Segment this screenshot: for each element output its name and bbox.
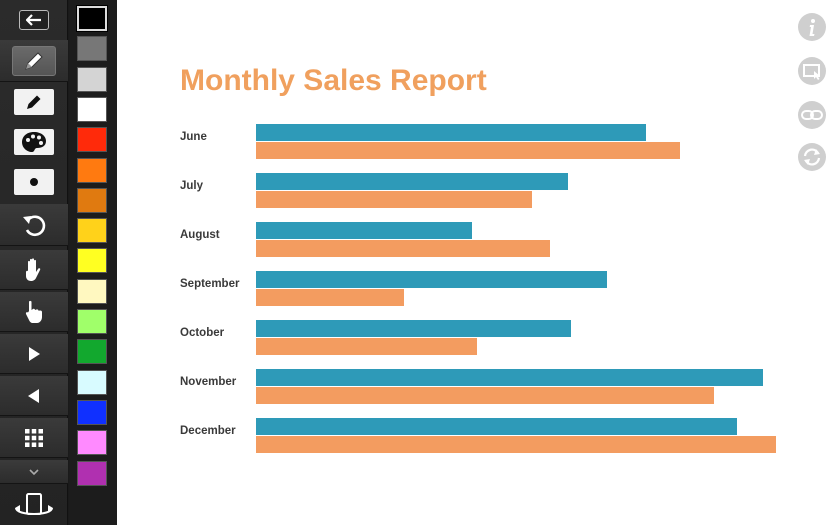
tool-sidebar	[0, 0, 68, 525]
back-tool[interactable]	[0, 0, 68, 40]
bar-series-1	[256, 124, 646, 141]
bar-series-2	[256, 142, 680, 159]
bar-series-1	[256, 418, 737, 435]
link-icon	[801, 110, 823, 120]
palette-icon	[22, 132, 46, 152]
color-swatch[interactable]	[77, 309, 107, 334]
back-button[interactable]	[19, 10, 49, 30]
bar-series-2	[256, 338, 477, 355]
color-swatch[interactable]	[77, 66, 107, 92]
hand-icon	[26, 258, 41, 281]
color-swatch[interactable]	[77, 187, 107, 213]
bar-series-1	[256, 173, 568, 190]
color-swatch[interactable]	[77, 36, 107, 62]
screen-share-button[interactable]	[798, 57, 826, 85]
brush-size-tool[interactable]	[0, 164, 68, 200]
color-swatch[interactable]	[77, 248, 107, 274]
grid-tool[interactable]	[0, 418, 68, 458]
color-swatch[interactable]	[77, 369, 107, 395]
back-arrow-icon	[26, 14, 41, 26]
play-forward-icon	[29, 347, 40, 361]
category-label: September	[180, 278, 240, 290]
category-label: July	[180, 180, 204, 192]
previous-tool[interactable]	[0, 376, 68, 416]
pen-tool-icon	[25, 52, 43, 70]
bar-series-2	[256, 240, 550, 257]
link-button[interactable]	[798, 101, 826, 129]
color-swatch[interactable]	[77, 399, 107, 425]
bar-series-2	[256, 289, 405, 306]
color-swatch[interactable]	[77, 127, 107, 153]
rotate-tool[interactable]	[0, 486, 68, 524]
palette-tool[interactable]	[0, 124, 68, 160]
color-swatch[interactable]	[77, 157, 107, 183]
undo-icon	[23, 215, 46, 237]
refresh-button[interactable]	[798, 143, 826, 171]
color-swatch[interactable]	[77, 339, 107, 365]
color-swatch[interactable]	[77, 278, 107, 304]
pencil-icon	[27, 95, 41, 109]
rotate-screen-icon	[15, 493, 53, 515]
category-label: October	[180, 327, 225, 339]
expand-tool[interactable]	[0, 460, 68, 484]
color-swatch[interactable]	[77, 218, 107, 244]
color-swatch[interactable]	[77, 96, 107, 122]
pointer-hand-icon	[25, 300, 42, 323]
chart-title: Monthly Sales Report	[180, 64, 487, 97]
bar-series-2	[256, 436, 776, 453]
pen-tool[interactable]	[0, 40, 68, 82]
bar-series-1	[256, 369, 763, 386]
color-swatch[interactable]	[77, 460, 107, 486]
category-label: August	[180, 229, 220, 241]
undo-tool[interactable]	[0, 204, 68, 246]
pencil-tool[interactable]	[0, 84, 68, 120]
drawing-canvas[interactable]: Monthly Sales Report June July August Septe…	[117, 0, 840, 525]
chevron-down-icon	[29, 469, 39, 476]
brush-dot-icon	[30, 178, 38, 186]
play-back-icon	[28, 389, 39, 403]
bar-series-1	[256, 271, 607, 288]
color-swatch[interactable]	[77, 430, 107, 456]
bar-series-1	[256, 222, 472, 239]
info-icon	[809, 19, 815, 36]
next-tool[interactable]	[0, 334, 68, 374]
category-label: November	[180, 376, 237, 388]
bar-series-1	[256, 320, 571, 337]
bar-series-2	[256, 191, 532, 208]
category-label: June	[180, 131, 207, 143]
pointer-tool[interactable]	[0, 292, 68, 332]
category-label: December	[180, 425, 236, 437]
screen-share-icon	[803, 64, 820, 80]
grid-icon	[25, 429, 43, 447]
color-swatch[interactable]	[76, 5, 108, 32]
info-button[interactable]	[798, 13, 826, 41]
color-palette	[69, 0, 117, 525]
refresh-icon	[803, 148, 821, 166]
hand-tool[interactable]	[0, 250, 68, 290]
bar-series-2	[256, 387, 714, 404]
